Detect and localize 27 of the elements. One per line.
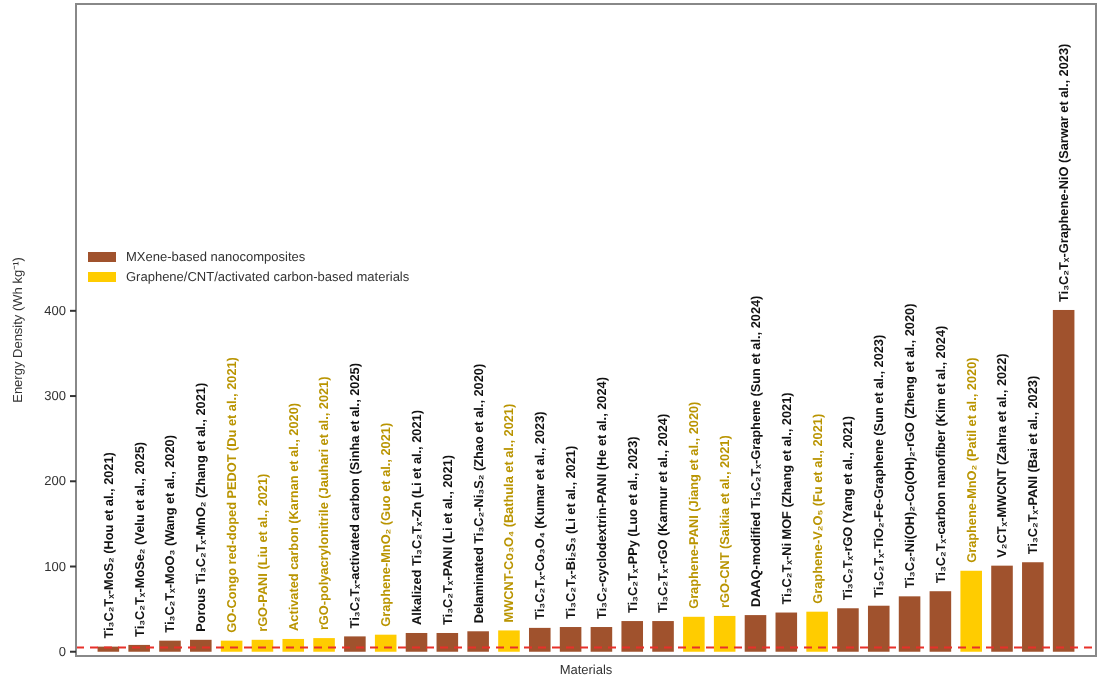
bar	[837, 608, 859, 652]
bar	[344, 636, 366, 652]
bar	[436, 632, 459, 652]
bar	[405, 632, 428, 652]
bar	[898, 596, 921, 652]
bar	[1022, 562, 1044, 652]
bar	[683, 616, 705, 652]
bar	[1052, 309, 1075, 652]
bar	[713, 615, 736, 652]
bar	[374, 634, 397, 652]
bar	[282, 638, 305, 652]
bar	[498, 630, 520, 652]
bar	[991, 565, 1013, 652]
bar	[806, 611, 828, 652]
bar	[590, 627, 613, 652]
bar	[867, 605, 890, 652]
bar	[929, 591, 952, 652]
bar	[467, 631, 489, 652]
bar	[621, 621, 644, 652]
bar	[251, 639, 274, 652]
bar	[528, 627, 551, 652]
bar	[559, 627, 582, 652]
bar	[775, 612, 798, 652]
bar	[960, 570, 982, 652]
bar	[652, 621, 674, 652]
bar	[744, 615, 767, 652]
bar	[313, 638, 335, 652]
